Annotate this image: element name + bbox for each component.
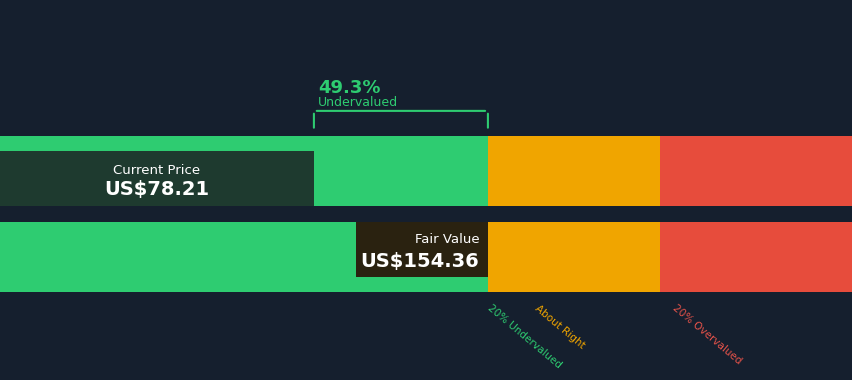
Bar <box>487 136 659 151</box>
Bar <box>487 222 659 277</box>
Bar <box>487 151 659 206</box>
Bar <box>0 151 314 206</box>
Text: 20% Undervalued: 20% Undervalued <box>485 303 562 370</box>
Text: Current Price: Current Price <box>113 164 200 177</box>
Bar <box>659 277 852 292</box>
Text: 49.3%: 49.3% <box>318 79 380 97</box>
Bar <box>659 222 852 277</box>
Bar <box>0 222 487 277</box>
Bar <box>0 136 487 151</box>
Bar <box>0 151 487 206</box>
Bar <box>487 277 659 292</box>
Text: 20% Overvalued: 20% Overvalued <box>670 303 743 366</box>
Text: US$78.21: US$78.21 <box>104 180 210 199</box>
Bar <box>659 136 852 151</box>
Text: Undervalued: Undervalued <box>318 96 398 109</box>
Bar <box>0 277 487 292</box>
Text: Fair Value: Fair Value <box>414 233 479 246</box>
Bar <box>355 222 487 277</box>
Bar <box>659 151 852 206</box>
Text: US$154.36: US$154.36 <box>360 252 479 271</box>
Text: About Right: About Right <box>532 303 586 350</box>
